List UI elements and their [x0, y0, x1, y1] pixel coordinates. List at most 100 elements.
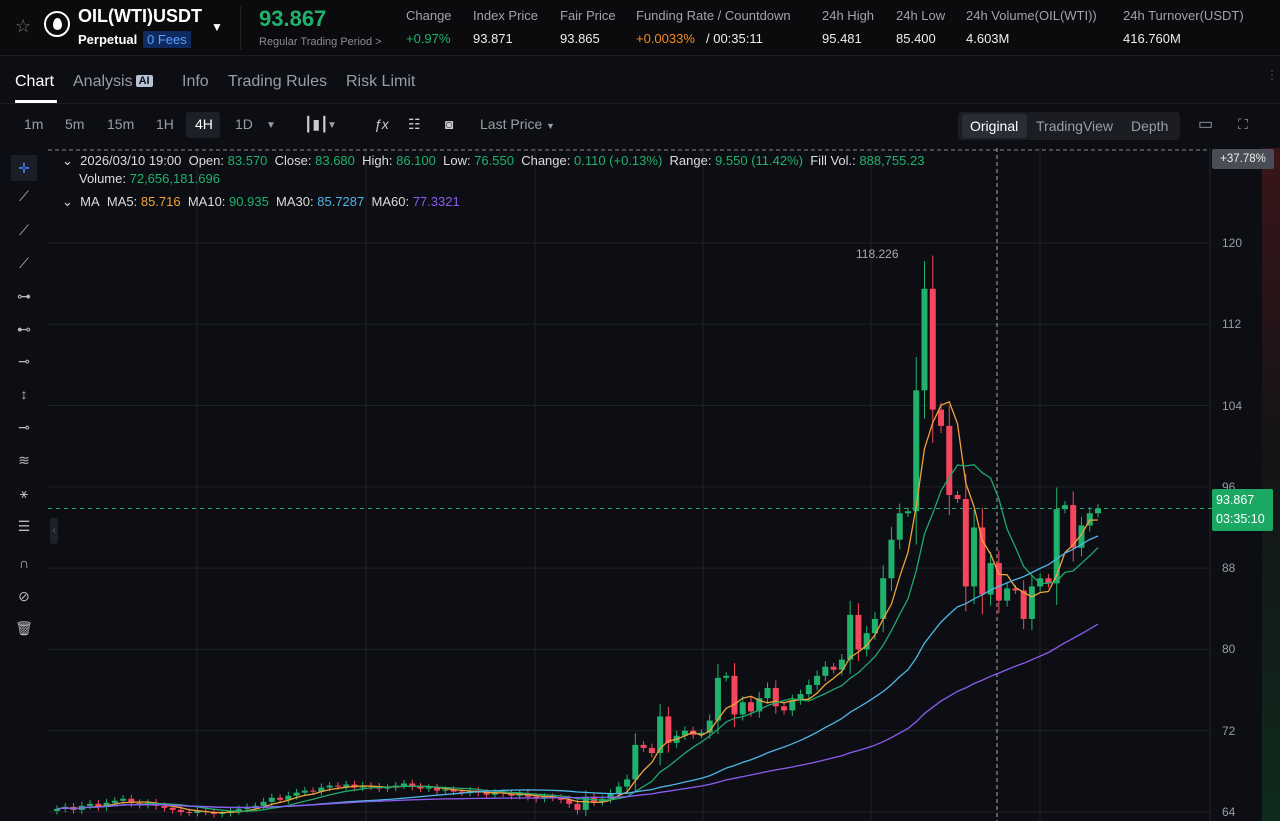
candle-body [334, 785, 341, 787]
horizontal-ray-icon[interactable]: ⊶ [17, 288, 31, 304]
funding-countdown: / 00:35:11 [706, 31, 763, 46]
interval-5m[interactable]: 5m [65, 116, 85, 132]
tab-analysis[interactable]: Analysis AI [73, 73, 153, 91]
indicators-icon[interactable]: ƒx [374, 116, 389, 132]
price-line-icon[interactable]: ⊸ [18, 353, 30, 369]
fib-levels-icon[interactable]: ☰ [17, 518, 31, 534]
price-type-select[interactable]: Last Price [480, 116, 543, 132]
label: MA5: [106, 194, 138, 209]
candle-body [111, 800, 118, 803]
candle-body [186, 811, 193, 813]
candle-body [698, 732, 705, 735]
candle-body [1078, 525, 1085, 548]
candle-body [219, 812, 226, 814]
candle-body [524, 793, 531, 797]
candle-body [1053, 509, 1060, 584]
interval-1d[interactable]: 1D [235, 116, 253, 132]
toolbar-collapse-handle[interactable]: ‹ [50, 518, 58, 544]
candle-body [103, 802, 110, 807]
stat-value: 416.760M [1123, 31, 1181, 46]
candle-body [95, 803, 102, 807]
interval-4h[interactable]: 4H [195, 116, 213, 132]
candle-type-icon[interactable]: ┃▮┃ [304, 116, 329, 132]
view-depth[interactable]: Depth [1131, 118, 1169, 134]
candle-body [268, 797, 275, 802]
legend-open: 83.570 [227, 153, 268, 168]
trend-line-icon[interactable]: ⟋ [19, 188, 29, 204]
candle-body [1095, 508, 1101, 514]
interval-15m[interactable]: 15m [107, 116, 135, 132]
magnet-icon[interactable]: ∩ [18, 555, 30, 571]
label: Low: [443, 153, 471, 168]
label: MA60: [371, 194, 410, 209]
candle-body [1012, 588, 1019, 591]
candle-body [301, 790, 308, 793]
stat-value: 93.865 [560, 31, 600, 46]
candle-body [731, 675, 738, 715]
symbol-dropdown-icon[interactable]: ▼ [211, 20, 223, 34]
camera-icon[interactable]: ◙ [445, 116, 454, 132]
candle-body [781, 706, 788, 711]
stat-label: Fair Price [560, 8, 616, 23]
candle-body [632, 744, 639, 780]
candle-body [640, 744, 647, 748]
ticker-header: ☆ OIL(WTI)USDT ▼ Perpetual 0 Fees 93.867… [0, 0, 1280, 56]
collapse-icon[interactable]: ⌄ [62, 153, 73, 168]
tab-risk-limit[interactable]: Risk Limit [346, 73, 416, 90]
chevron-down-icon[interactable]: ▼ [266, 120, 276, 131]
collapse-icon[interactable]: ⌄ [62, 194, 73, 209]
fullscreen-icon[interactable]: ⛶ [1238, 116, 1248, 132]
drawing-toolbar: ✛ ⟋ ⟋ ⟋ ⊶ ⊷ ⊸ ↕ ⊸ ≋ ⚹ ☰ ∩ ⊘ 🗑 [0, 148, 48, 821]
candle-body [987, 563, 994, 595]
candle-body [409, 783, 416, 787]
view-tradingview[interactable]: TradingView [1036, 118, 1114, 134]
hide-drawings-icon[interactable]: ⊘ [18, 588, 30, 604]
chevron-down-icon[interactable]: ▼ [327, 120, 337, 131]
interval-1m[interactable]: 1m [24, 116, 44, 132]
window-icon[interactable]: ▭ [1198, 116, 1214, 133]
candle-body [962, 499, 969, 587]
stat-label: 24h Turnover(USDT) [1123, 8, 1244, 23]
trading-period-link[interactable]: Regular Trading Period > [259, 36, 382, 48]
vertical-line-icon[interactable]: ↕ [20, 386, 28, 402]
label: Open: [188, 153, 225, 168]
tab-chart[interactable]: Chart [15, 73, 55, 90]
delete-icon[interactable]: 🗑 [15, 620, 33, 636]
tab-info[interactable]: Info [182, 73, 209, 90]
candle-body [929, 288, 936, 410]
candle-body [847, 614, 854, 660]
candlestick-chart[interactable] [0, 148, 1262, 821]
candle-body [442, 789, 449, 791]
interval-1h[interactable]: 1H [156, 116, 174, 132]
label: Range: [669, 153, 712, 168]
candle-body [748, 702, 754, 712]
layout-list-icon[interactable]: ☷ [408, 116, 421, 132]
candle-body [1037, 578, 1044, 587]
candle-body [805, 684, 812, 695]
tab-trading-rules[interactable]: Trading Rules [228, 73, 328, 90]
horizontal-line-icon[interactable]: ⊷ [17, 321, 31, 337]
favorite-star-icon[interactable]: ☆ [15, 16, 32, 36]
ray-icon[interactable]: ⟋ [19, 222, 29, 238]
fib-icon[interactable]: ⚹ [19, 485, 29, 501]
candle-body [417, 786, 424, 789]
stat-label: Change [406, 8, 452, 23]
candle-body [723, 675, 730, 678]
legend-datetime: 2026/03/10 19:00 [80, 153, 182, 168]
candle-body [1061, 505, 1068, 510]
stat-label: 24h Volume(OIL(WTI)) [966, 8, 1097, 23]
chevron-down-icon[interactable]: ▼ [546, 121, 555, 131]
candle-body [764, 688, 771, 699]
price-label-icon[interactable]: ⊸ [18, 419, 30, 435]
more-icon[interactable]: ⋮ [1266, 68, 1278, 82]
parallel-channel-icon[interactable]: ≋ [18, 452, 30, 468]
candle-body [896, 513, 903, 540]
extended-line-icon[interactable]: ⟋ [19, 255, 29, 271]
symbol-name[interactable]: OIL(WTI)USDT [78, 6, 202, 26]
view-original[interactable]: Original [970, 118, 1019, 134]
crosshair-icon[interactable]: ✛ [11, 155, 37, 181]
ma60-line [56, 623, 1099, 810]
candle-body [177, 809, 184, 812]
contract-type: Perpetual [78, 32, 138, 47]
candle-body [714, 677, 721, 721]
